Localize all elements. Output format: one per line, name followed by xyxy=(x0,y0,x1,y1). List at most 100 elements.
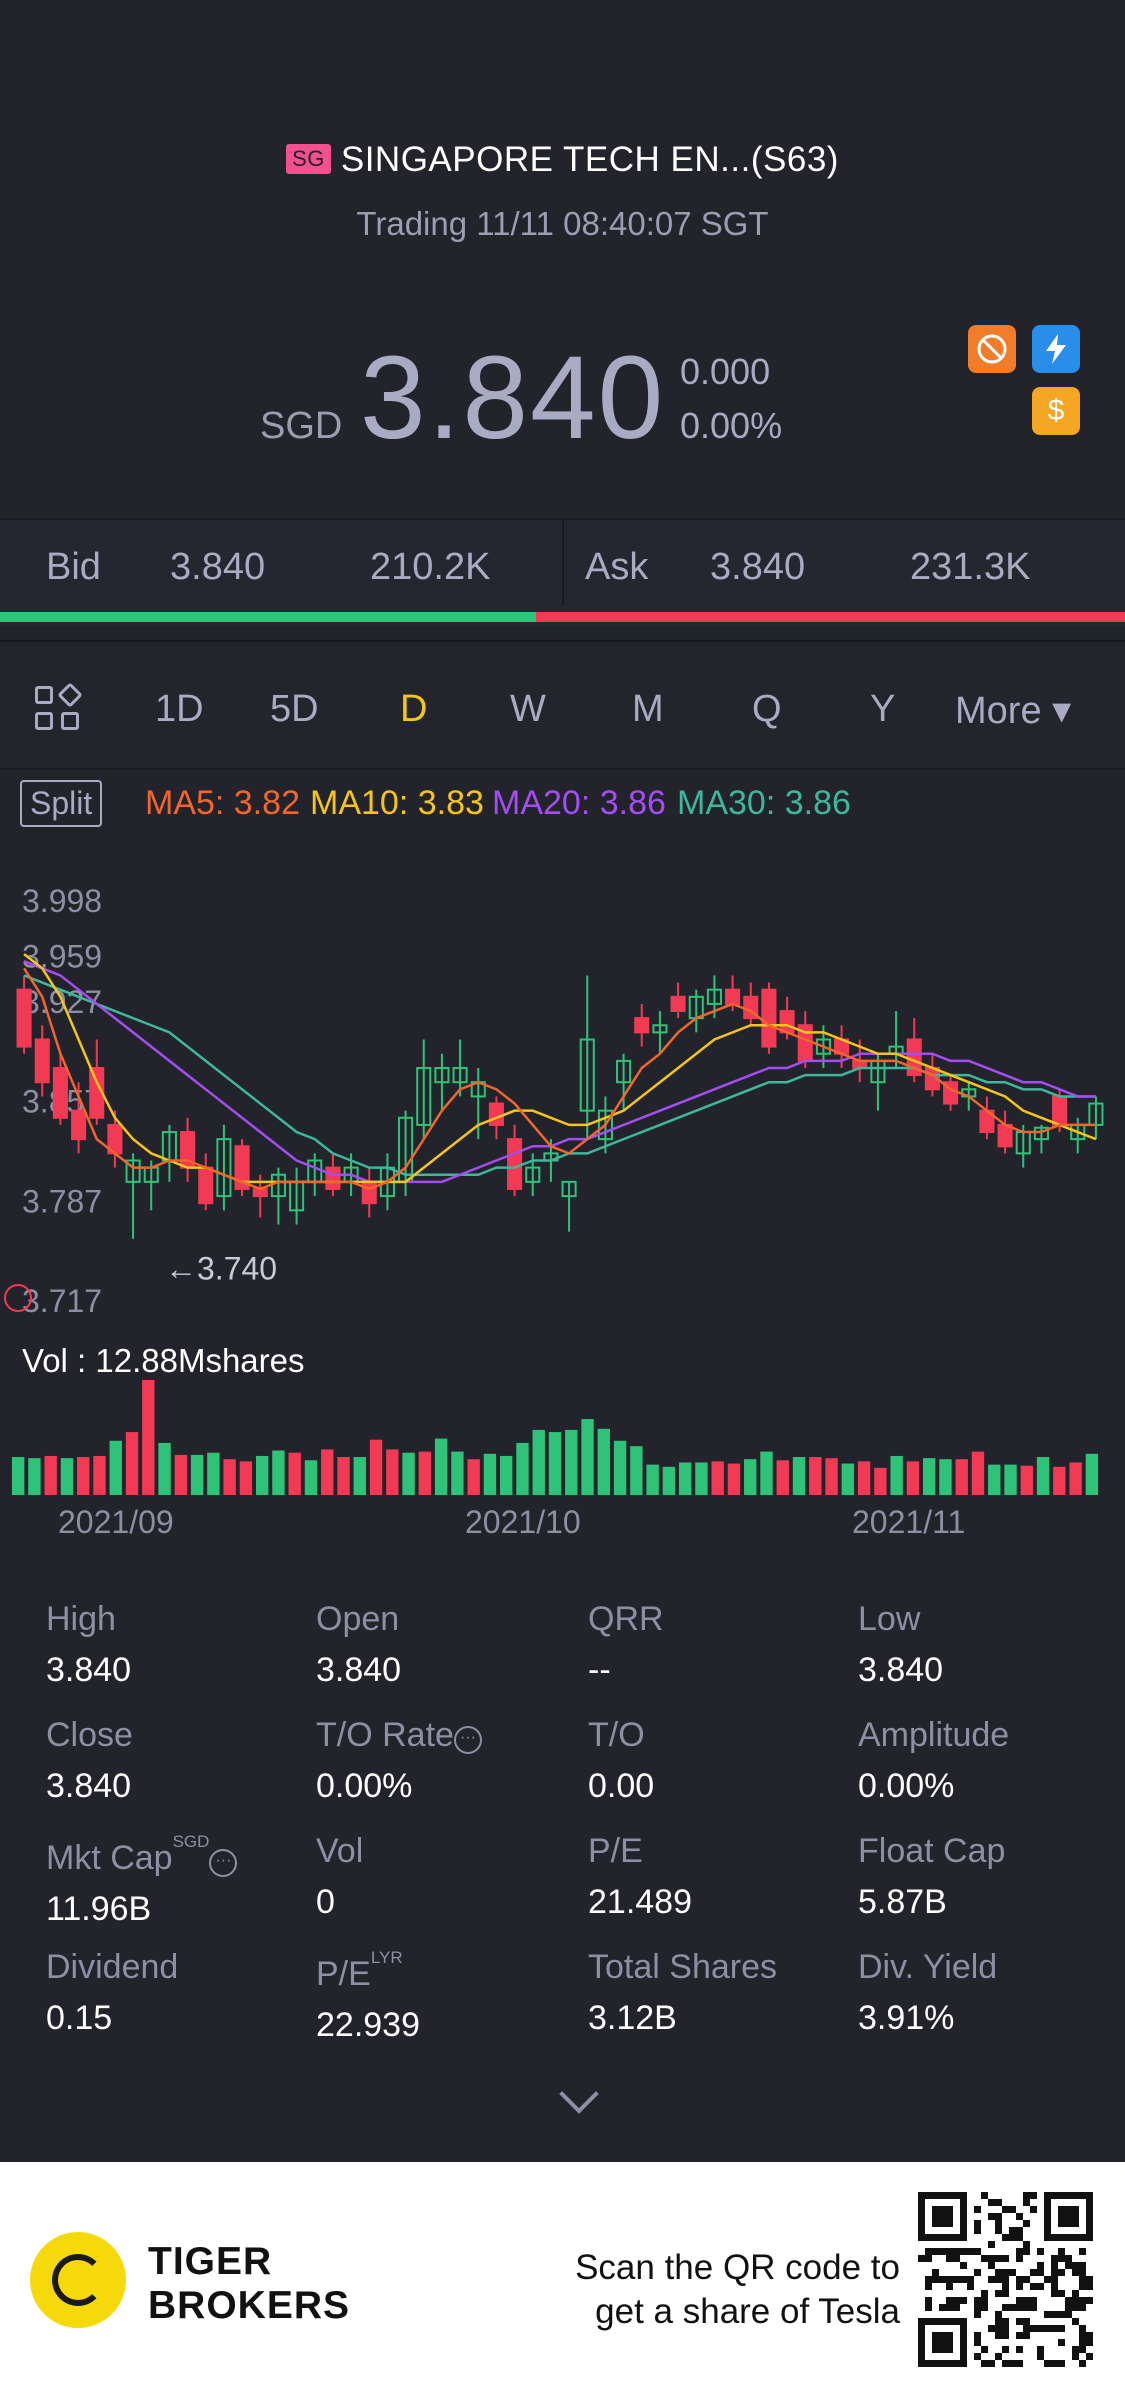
candle-body xyxy=(198,1166,214,1205)
stat-qrr: QRR -- xyxy=(588,1600,848,1690)
volume-bar xyxy=(1004,1464,1017,1495)
dollar-icon[interactable]: $ xyxy=(1032,387,1080,435)
x-axis-label: 2021/11 xyxy=(852,1504,965,1540)
bid-size: 210.2K xyxy=(370,546,491,588)
volume-bar xyxy=(60,1458,74,1495)
stat-value: -- xyxy=(588,1651,611,1689)
candle-body xyxy=(1052,1095,1068,1126)
stat-label: Total Shares xyxy=(588,1948,777,1986)
candle-body xyxy=(71,1109,87,1141)
stock-title[interactable]: SG SINGAPORE TECH EN...(S63) xyxy=(0,140,1125,180)
bid-volume-bar xyxy=(0,612,536,622)
more-info-icon[interactable]: ··· xyxy=(209,1849,238,1877)
volume-bar xyxy=(744,1459,757,1495)
volume-bar xyxy=(988,1464,1001,1495)
candle-body xyxy=(434,1066,450,1084)
stats-grid: High 3.840 Open 3.840 QRR -- Low 3.840 Close 3.84… xyxy=(0,1600,1125,2140)
ma5-value: MA5: 3.82 xyxy=(145,784,300,822)
volume-bar xyxy=(402,1452,415,1495)
ask-volume-bar xyxy=(535,612,1125,622)
volume-bar xyxy=(158,1442,171,1495)
stat-dividend: Dividend 0.15 xyxy=(46,1948,306,2038)
volume-bar xyxy=(955,1459,968,1495)
volume-bar xyxy=(890,1455,903,1495)
price-change: 0.000 0.00% xyxy=(680,345,782,453)
stat-label: Float Cap xyxy=(858,1832,1006,1870)
volume-bar xyxy=(1036,1457,1050,1495)
stat-p-e: P/E 21.489 xyxy=(588,1832,848,1922)
tab-w[interactable]: W xyxy=(510,688,546,730)
stat-high: High 3.840 xyxy=(46,1600,306,1690)
tab-m[interactable]: M xyxy=(632,688,664,730)
volume-bar xyxy=(142,1380,155,1495)
stat-close: Close 3.840 xyxy=(46,1716,306,1806)
volume-bar xyxy=(581,1419,594,1495)
tab-more[interactable]: More ▾ xyxy=(955,690,1072,732)
stat-label: P/ELYR xyxy=(316,1948,403,1993)
stat-value: 5.87B xyxy=(858,1883,947,1921)
more-info-icon[interactable]: ··· xyxy=(453,1726,482,1754)
bid-price: 3.840 xyxy=(170,546,266,588)
volume-bar xyxy=(190,1454,204,1495)
volume-bar xyxy=(695,1462,708,1495)
flash-icon[interactable] xyxy=(1032,325,1080,373)
quote-header: SG SINGAPORE TECH EN...(S63) Trading 11/1… xyxy=(0,0,1125,515)
volume-bar xyxy=(44,1455,57,1495)
stat-vol: Vol 0 xyxy=(316,1832,576,1922)
volume-bar xyxy=(239,1461,253,1495)
volume-bar xyxy=(467,1459,480,1495)
no-short-icon[interactable] xyxy=(968,325,1016,373)
chart-layout-icon[interactable] xyxy=(35,682,83,732)
promo-footer: TIGER BROKERS Scan the QR code to get a … xyxy=(0,2162,1125,2404)
stat-value: 0.00% xyxy=(316,1767,413,1805)
tab-q[interactable]: Q xyxy=(752,688,782,730)
brand-name: TIGER BROKERS xyxy=(148,2240,350,2328)
tab-d[interactable]: D xyxy=(400,688,428,730)
candle-body xyxy=(725,988,741,1005)
stat-label: QRR xyxy=(588,1600,664,1638)
candle-body xyxy=(325,1166,341,1190)
brand-line-1: TIGER xyxy=(148,2240,273,2283)
x-axis-label: 2021/10 xyxy=(465,1504,581,1540)
volume-bar xyxy=(825,1458,838,1495)
stat-value: 3.91% xyxy=(858,1999,955,2037)
volume-bar xyxy=(434,1438,448,1495)
candle-body xyxy=(815,1038,831,1055)
tab-1d[interactable]: 1D xyxy=(155,688,204,730)
candlestick-chart[interactable]: 3.9983.9593.9273.8573.7873.717←3.740Vol … xyxy=(0,860,1125,1540)
change-amount: 0.000 xyxy=(680,351,771,392)
bid-ask-divider xyxy=(562,520,564,606)
stock-name: SINGAPORE TECH EN...(S63) xyxy=(340,140,839,179)
stat-value: 3.840 xyxy=(46,1767,132,1805)
trading-status: Trading 11/11 08:40:07 SGT xyxy=(356,205,769,242)
volume-bar xyxy=(1085,1453,1099,1495)
stat-value: 0.00 xyxy=(588,1767,655,1805)
tab-5d[interactable]: 5D xyxy=(270,688,319,730)
stat-label: Vol xyxy=(316,1832,364,1870)
ma30-value: MA30: 3.86 xyxy=(677,784,851,822)
volume-bar xyxy=(678,1462,692,1495)
split-button[interactable]: Split xyxy=(20,780,103,827)
candle-body xyxy=(125,1159,141,1183)
volume-bar xyxy=(646,1464,659,1495)
candle-body xyxy=(761,988,777,1048)
tab-y[interactable]: Y xyxy=(870,688,896,730)
volume-bar xyxy=(223,1459,236,1495)
candle-body xyxy=(997,1123,1013,1148)
volume-bar xyxy=(174,1454,188,1495)
candle-body xyxy=(652,1024,668,1034)
volume-bar xyxy=(93,1455,106,1495)
volume-bar xyxy=(109,1440,122,1495)
bid-label: Bid xyxy=(46,546,101,588)
candle-body xyxy=(488,1102,504,1126)
stat-div-yield: Div. Yield 3.91% xyxy=(858,1948,1118,2038)
stat-float-cap: Float Cap 5.87B xyxy=(858,1832,1118,1922)
stat-t-o: T/O 0.00 xyxy=(588,1716,848,1806)
volume-bar xyxy=(272,1450,285,1495)
y-tick-label: 3.959 xyxy=(22,939,102,975)
volume-bar xyxy=(841,1463,855,1495)
volume-bar xyxy=(386,1449,399,1495)
stat-label: Mkt CapSGD··· xyxy=(46,1832,306,1878)
period-tabs: 1D 5D D W M Q Y More ▾ xyxy=(0,640,1125,770)
stat-value: 0.00% xyxy=(858,1767,955,1805)
